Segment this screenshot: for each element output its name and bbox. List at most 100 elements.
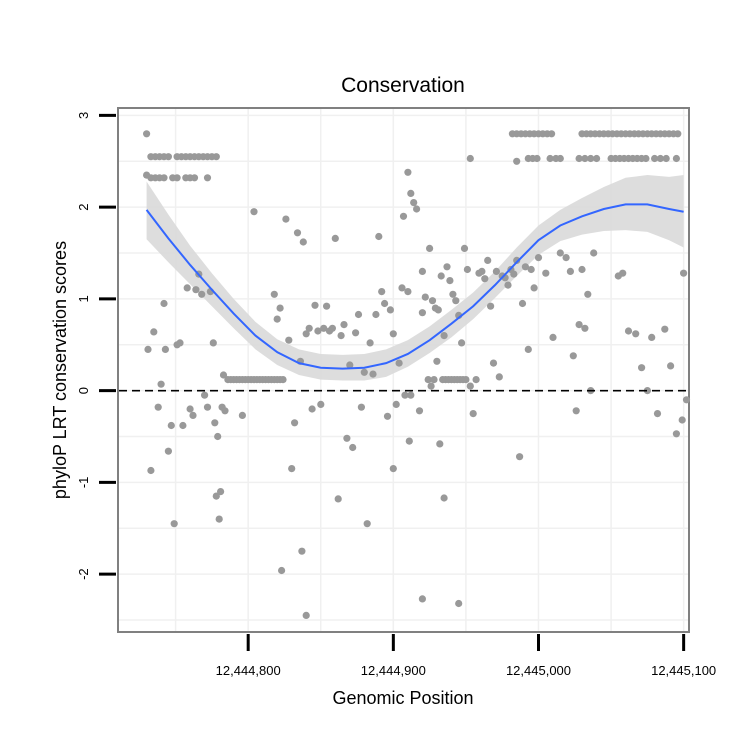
data-point — [418, 595, 426, 603]
data-point — [201, 391, 209, 399]
data-point — [157, 380, 165, 388]
data-point — [440, 332, 448, 340]
data-point — [209, 339, 217, 347]
data-point — [273, 315, 281, 323]
data-point — [478, 267, 486, 275]
data-point — [455, 599, 463, 608]
data-point — [323, 302, 331, 310]
data-point — [308, 405, 316, 413]
data-point — [212, 492, 220, 500]
data-point — [556, 249, 564, 257]
data-point — [584, 290, 592, 298]
data-point — [527, 265, 535, 274]
data-point — [395, 359, 403, 367]
data-point — [530, 284, 538, 292]
data-point — [549, 333, 557, 341]
data-point — [278, 566, 286, 575]
data-point — [566, 267, 575, 275]
data-point — [656, 154, 665, 163]
data-point — [458, 339, 466, 347]
data-point — [463, 265, 471, 274]
plot-panel-border — [117, 107, 690, 633]
data-point — [293, 229, 302, 237]
data-point — [460, 244, 469, 252]
data-point — [270, 290, 278, 298]
data-point — [418, 267, 426, 275]
data-point — [575, 154, 583, 163]
data-point — [279, 376, 287, 384]
scatter-points — [143, 130, 691, 620]
data-point — [513, 256, 521, 264]
data-point — [587, 154, 595, 163]
data-point — [424, 376, 432, 384]
data-point — [430, 376, 438, 384]
x-tick-label: 12,445,000 — [506, 663, 571, 678]
data-point — [413, 205, 421, 213]
y-tick-label: 3 — [76, 112, 91, 119]
data-point — [346, 361, 354, 369]
data-point — [521, 263, 530, 271]
data-point — [288, 465, 296, 473]
data-point — [481, 275, 489, 283]
data-point — [405, 437, 413, 445]
data-point — [651, 154, 659, 163]
data-point — [487, 302, 495, 310]
data-point — [238, 411, 246, 419]
data-point — [427, 382, 435, 390]
data-point — [164, 153, 172, 161]
data-point — [466, 154, 474, 163]
data-point — [179, 421, 187, 430]
data-point — [401, 391, 409, 399]
data-point — [144, 345, 152, 353]
data-point — [624, 327, 633, 335]
data-point — [407, 189, 415, 197]
data-point — [428, 297, 437, 305]
data-point — [581, 324, 589, 332]
data-point — [203, 403, 212, 411]
x-axis: 12,444,800 12,444,900 12,445,000 12,445,100 — [216, 634, 716, 678]
data-point — [343, 434, 351, 442]
data-point — [170, 520, 178, 528]
data-point — [366, 339, 374, 347]
data-point — [661, 325, 669, 333]
data-point — [682, 396, 691, 404]
data-point — [643, 387, 652, 395]
data-point — [375, 232, 383, 241]
data-point — [386, 306, 394, 314]
data-point — [575, 321, 583, 329]
data-point — [648, 333, 656, 341]
y-axis-label: phyloP LRT conservation scores — [50, 241, 70, 499]
data-point — [219, 371, 228, 379]
data-point — [143, 130, 151, 138]
data-point — [572, 407, 580, 415]
data-point — [173, 174, 181, 182]
data-point — [198, 290, 206, 298]
data-point — [534, 254, 543, 262]
data-point — [578, 265, 586, 274]
data-point — [217, 488, 225, 496]
data-point — [282, 215, 290, 223]
data-point — [337, 332, 345, 340]
data-point — [189, 411, 197, 419]
data-point — [381, 299, 389, 308]
smooth-fit-line — [145, 203, 684, 370]
data-point — [186, 405, 194, 413]
data-point — [302, 611, 310, 620]
data-point — [440, 494, 448, 502]
data-point — [484, 256, 492, 264]
data-point — [548, 130, 556, 138]
data-point — [378, 288, 386, 296]
data-point — [147, 466, 155, 475]
data-point — [352, 329, 360, 337]
data-point — [250, 208, 258, 216]
x-tick-label: 12,445,100 — [651, 663, 716, 678]
data-point — [320, 324, 328, 332]
data-point — [305, 324, 313, 332]
data-point — [392, 400, 400, 408]
data-point — [466, 382, 474, 390]
y-tick-label: 0 — [76, 387, 91, 394]
data-point — [489, 359, 498, 367]
data-point — [516, 453, 524, 461]
data-point — [546, 154, 554, 163]
